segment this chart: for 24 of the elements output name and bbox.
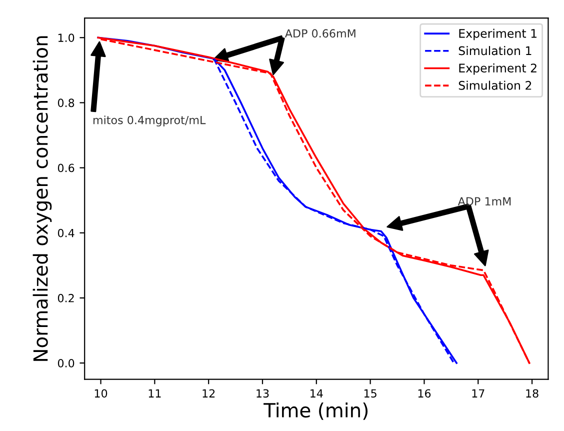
y-tick-label: 0.6	[58, 164, 74, 172]
legend-label: Experiment 1	[459, 28, 536, 40]
x-tick-label: 16	[418, 389, 431, 398]
x-tick-label: 15	[364, 389, 376, 398]
x-tick-label: 11	[148, 389, 161, 398]
annotation: mitos 0.4mgprot/mL	[93, 116, 206, 126]
x-tick-label: 14	[310, 389, 323, 398]
y-tick-label: 0.4	[58, 228, 74, 238]
x-tick-label: 12	[202, 389, 215, 398]
x-tick-label: 18	[526, 389, 538, 398]
y-tick-label: 1.0	[58, 34, 74, 42]
y-tick-label: 0.8	[58, 98, 74, 108]
annotation: ADP 0.66mM	[284, 29, 356, 38]
legend-label: Experiment 2	[459, 63, 536, 75]
y-axis-title: Normalized oxygen concentration	[32, 36, 52, 361]
y-tick-label: 0.2	[58, 294, 74, 302]
x-tick-label: 10	[94, 389, 108, 398]
legend-label: Simulation 2	[458, 80, 532, 90]
x-axis-title: Time (min)	[264, 402, 368, 420]
legend-label: Simulation 1	[458, 46, 532, 56]
annotation: ADP 1mM	[458, 197, 511, 206]
x-tick-label: 13	[256, 389, 269, 398]
x-tick-label: 17	[472, 389, 484, 398]
y-tick-label: 0.0	[58, 358, 74, 368]
